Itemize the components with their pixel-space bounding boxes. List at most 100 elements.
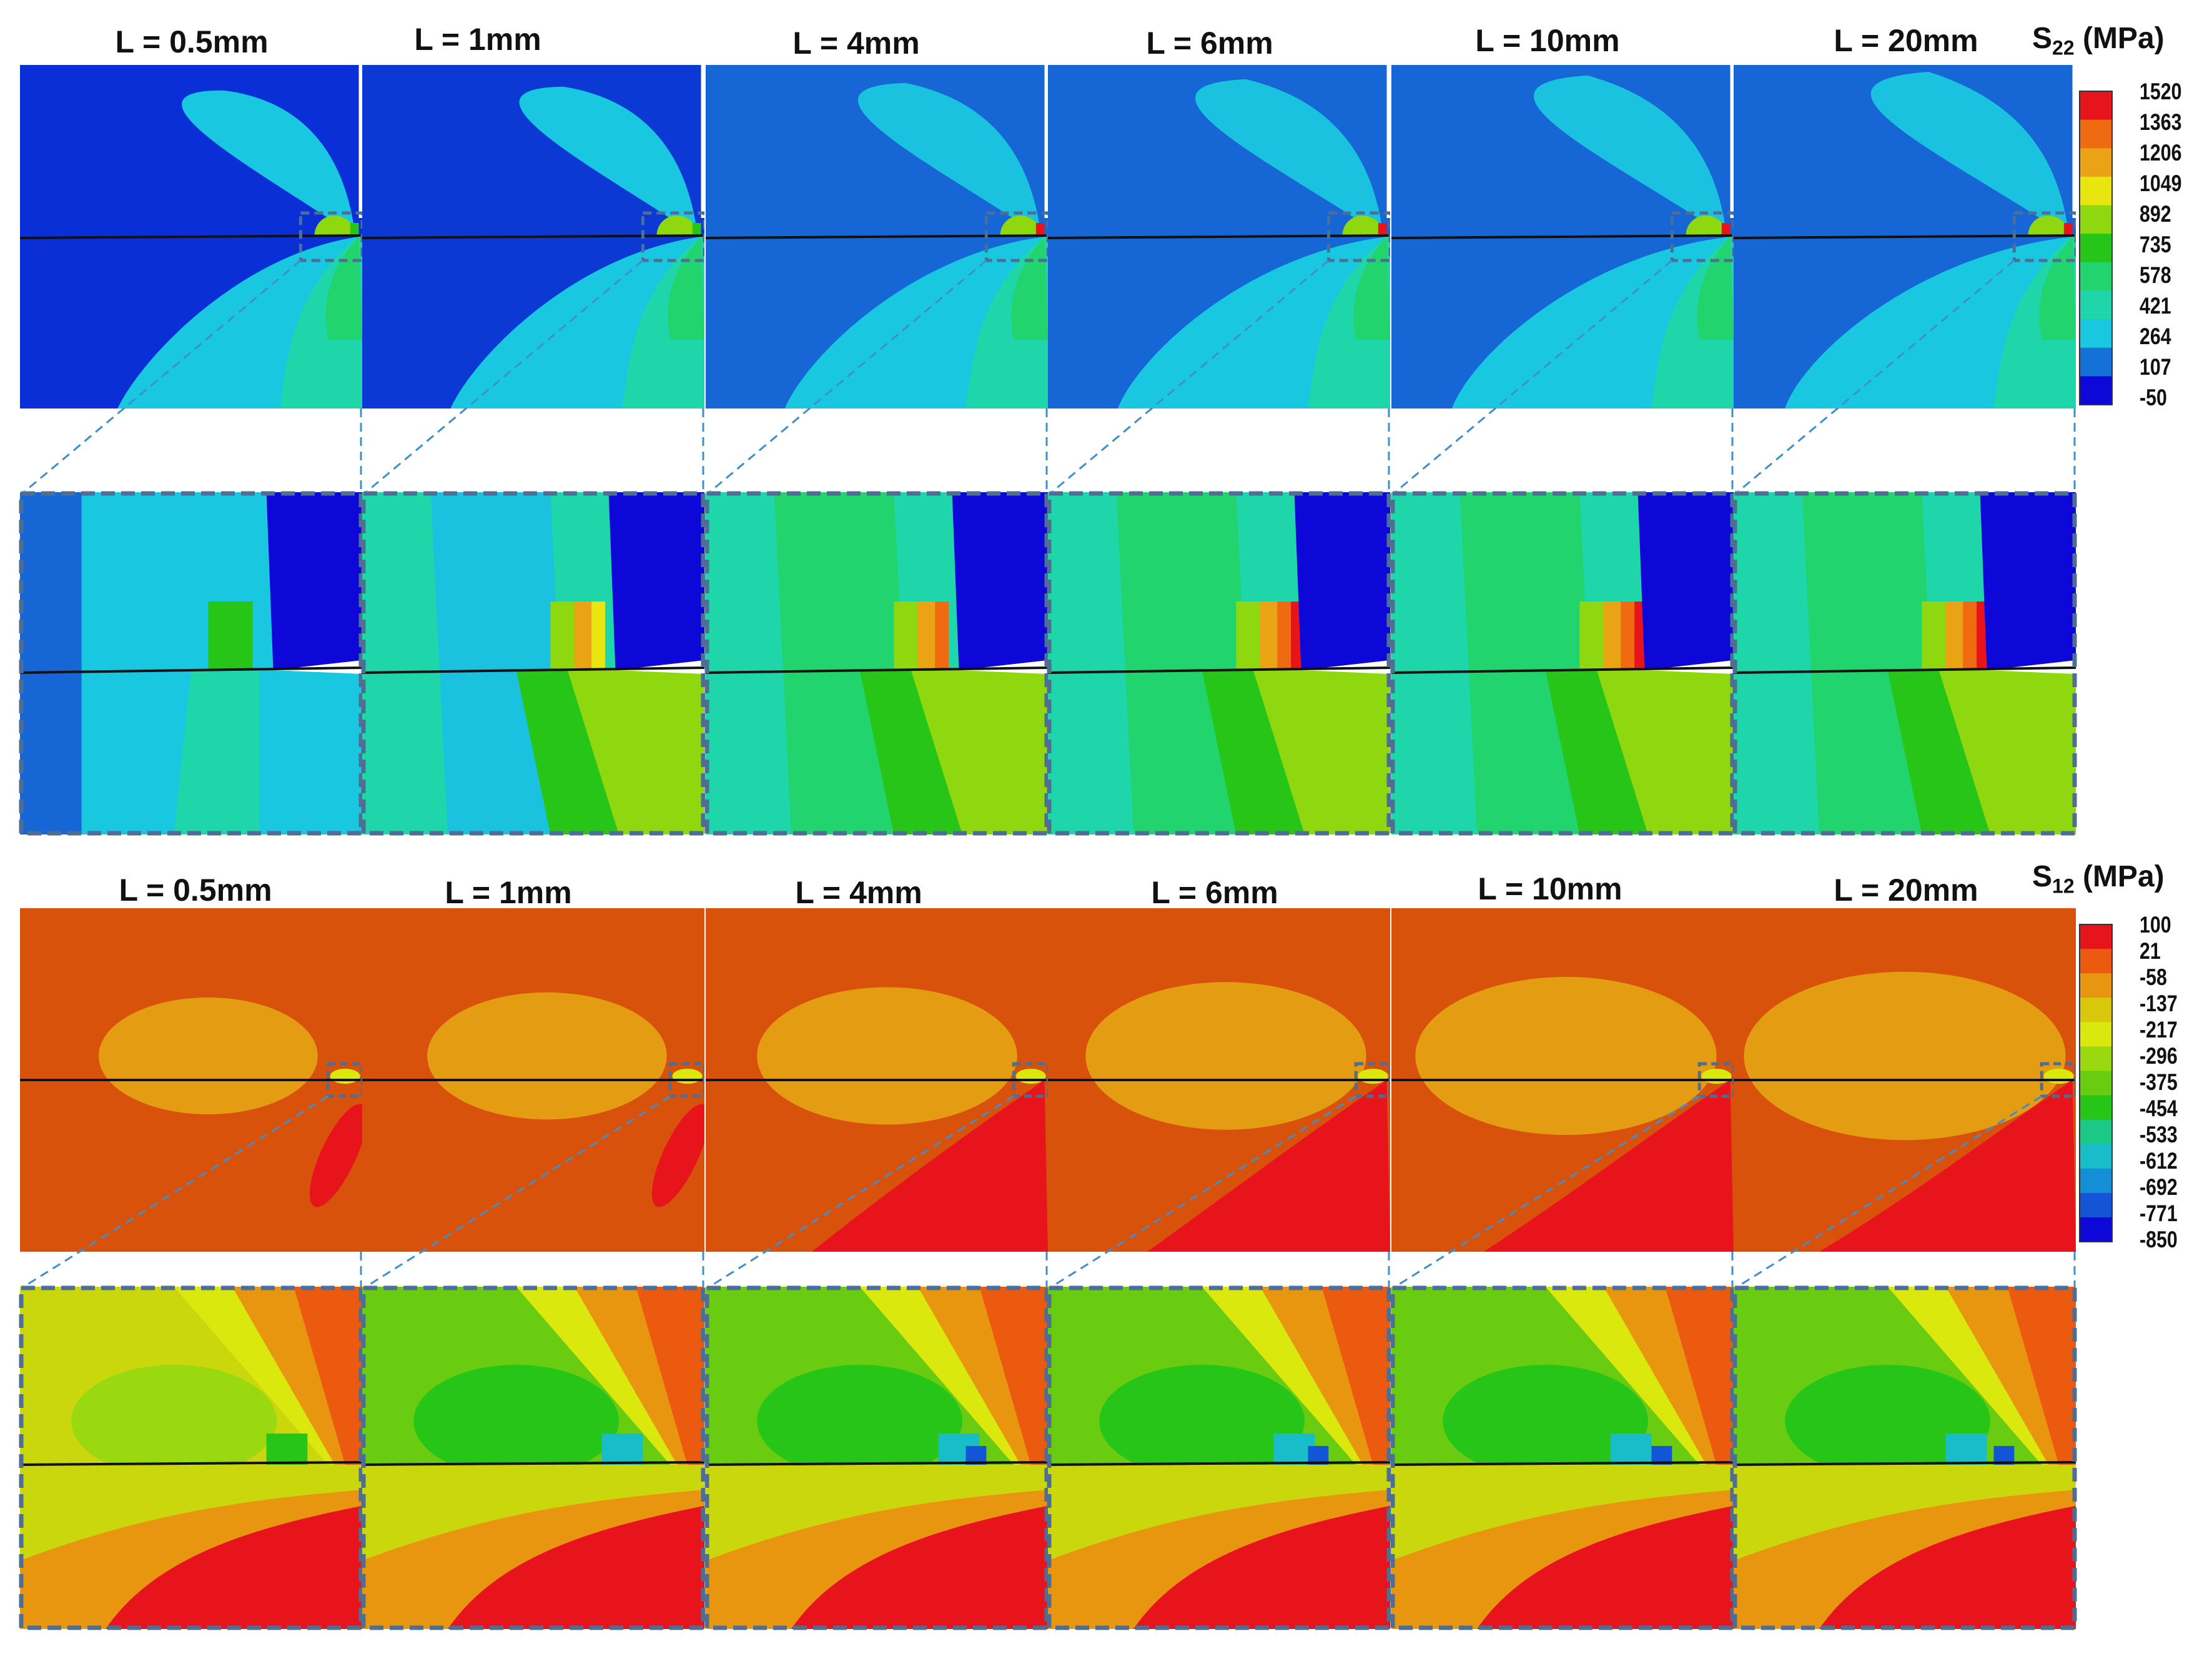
lower-yellow-green-band <box>1253 670 1390 834</box>
top-connector-left-3 <box>709 259 987 493</box>
crack-gap <box>1301 660 1390 674</box>
bottom-colorbar-segment-13 <box>2080 1217 2112 1242</box>
top-zoom-panel-5 <box>1391 492 1734 834</box>
bottom-connector-left-4 <box>1051 1095 1356 1288</box>
crack-line <box>20 234 362 239</box>
zoom-box <box>1354 1062 1390 1098</box>
bottom-full-panel-4 <box>1048 908 1390 1252</box>
bottom-tick-1: 100 <box>2140 912 2171 938</box>
lower-green-band <box>1011 237 1048 340</box>
lower-red-band <box>1477 1505 1734 1629</box>
shear-lobe <box>1744 971 2066 1141</box>
top-colorbar-segment-8 <box>2080 290 2112 320</box>
zoom-box <box>668 1062 704 1098</box>
shear-lobe <box>1415 977 1717 1135</box>
lower-green-band <box>1697 237 1734 340</box>
top-colorbar-unit: (MPa) <box>2082 22 2165 55</box>
top-zoom-panel-6 <box>1734 492 2076 834</box>
green-core <box>413 1364 619 1477</box>
shear-lobe <box>1085 982 1366 1130</box>
bottom-zoom-panel-4 <box>1048 1287 1390 1629</box>
crack-opening <box>1386 65 1390 218</box>
tip-yellow-zone <box>1342 215 1387 237</box>
bottom-tick-12: -771 <box>2140 1201 2178 1226</box>
crack-line <box>20 666 362 674</box>
top-colorbar-segment-9 <box>2080 319 2112 349</box>
lower-yellow-green-band <box>1938 670 2076 834</box>
bottom-colorbar-segment-7 <box>2080 1071 2112 1096</box>
bottom-colorbar-segment-6 <box>2080 1046 2112 1071</box>
top-colorbar-segment-2 <box>2080 119 2112 149</box>
top-zoom-panel-2-dashed-frame <box>361 491 706 836</box>
fan-band-3 <box>2007 1287 2076 1465</box>
top-tick-8: 421 <box>2140 293 2171 319</box>
tip-band-3 <box>591 601 606 670</box>
top-colorbar-segment-7 <box>2080 262 2112 291</box>
lower-red-spot <box>309 1104 362 1207</box>
tip-peak-zone <box>1721 223 1731 237</box>
bottom-tick-13: -850 <box>2140 1227 2178 1252</box>
crack-face-blue <box>1294 492 1390 670</box>
tip-band-3 <box>935 601 949 670</box>
bottom-colorbar-segment-10 <box>2080 1144 2112 1169</box>
top-label-6: L = 20mm <box>1834 23 1978 58</box>
bottom-tick-6: -296 <box>2140 1043 2178 1069</box>
shear-lobe <box>427 992 667 1120</box>
lower-yellow-green-band <box>1596 670 1734 834</box>
tip-band-2 <box>1945 601 1963 670</box>
top-tick-2: 1363 <box>2140 109 2182 135</box>
crack-face-blue <box>1980 492 2076 670</box>
tip-yellow-zone <box>1000 215 1045 237</box>
tip-band-2 <box>917 601 936 670</box>
tip-band-2 <box>1603 601 1621 670</box>
crack-line <box>362 234 704 239</box>
top-label-4: L = 6mm <box>1146 26 1273 61</box>
tip-band-4 <box>1634 601 1645 670</box>
crack-gap <box>1987 660 2076 674</box>
bottom-colorbar-segment-12 <box>2080 1192 2112 1218</box>
bottom-colorbar-border <box>2079 924 2113 1242</box>
lower-red-band <box>106 1505 362 1629</box>
top-colorbar-segment-5 <box>2080 205 2112 234</box>
tip-zone <box>2043 1069 2074 1084</box>
bottom-colorbar-segment-5 <box>2080 1022 2112 1047</box>
bottom-tick-9: -533 <box>2140 1122 2178 1147</box>
bottom-full-panel-1 <box>20 908 362 1252</box>
crack-gap <box>615 660 704 674</box>
bottom-full-panel-2 <box>362 908 704 1252</box>
bottom-tick-5: -217 <box>2140 1017 2178 1042</box>
top-zoom-panel-4-dashed-frame <box>1047 491 1391 836</box>
bottom-zoom-panel-2-dashed-frame <box>361 1285 706 1630</box>
top-tick-10: 107 <box>2140 354 2171 380</box>
tip-zone <box>330 1069 360 1084</box>
bottom-label-6: L = 20mm <box>1834 873 1978 908</box>
top-zoom-panel-3-dashed-frame <box>704 491 1049 836</box>
tip-peak-zone <box>350 223 359 237</box>
lower-green-band <box>668 237 704 340</box>
lower-green-band <box>2039 237 2076 340</box>
tip-yellow-zone <box>1686 215 1731 237</box>
bottom-colorbar-segment-1 <box>2080 924 2112 949</box>
bottom-zoom-panel-6 <box>1734 1287 2076 1629</box>
lower-red-wedge <box>1819 1080 2076 1252</box>
lower-green-band <box>1353 237 1390 340</box>
lower-red-wedge <box>1483 1080 1734 1252</box>
top-label-3: L = 4mm <box>792 26 920 61</box>
bottom-label-2: L = 1mm <box>445 875 572 910</box>
upper-stress-lobe <box>519 86 698 237</box>
tip-peak-zone <box>2063 223 2073 237</box>
tip-band-4 <box>1291 601 1301 670</box>
top-zoom-panel-3 <box>706 492 1048 834</box>
bottom-tick-11: -692 <box>2140 1174 2178 1200</box>
top-label-2: L = 1mm <box>414 22 541 57</box>
green-core <box>757 1364 962 1477</box>
fan-band-3 <box>979 1287 1048 1465</box>
upper-stress-lobe <box>1195 79 1384 237</box>
top-full-panel-2 <box>362 65 704 409</box>
bottom-tick-7: -375 <box>2140 1069 2178 1095</box>
lower-yellow-green-band <box>567 670 704 834</box>
tip-yellow-zone <box>656 215 701 237</box>
top-colorbar-symbol: S <box>2032 22 2053 55</box>
top-colorbar-border <box>2079 91 2113 405</box>
crack-gap <box>273 660 362 674</box>
